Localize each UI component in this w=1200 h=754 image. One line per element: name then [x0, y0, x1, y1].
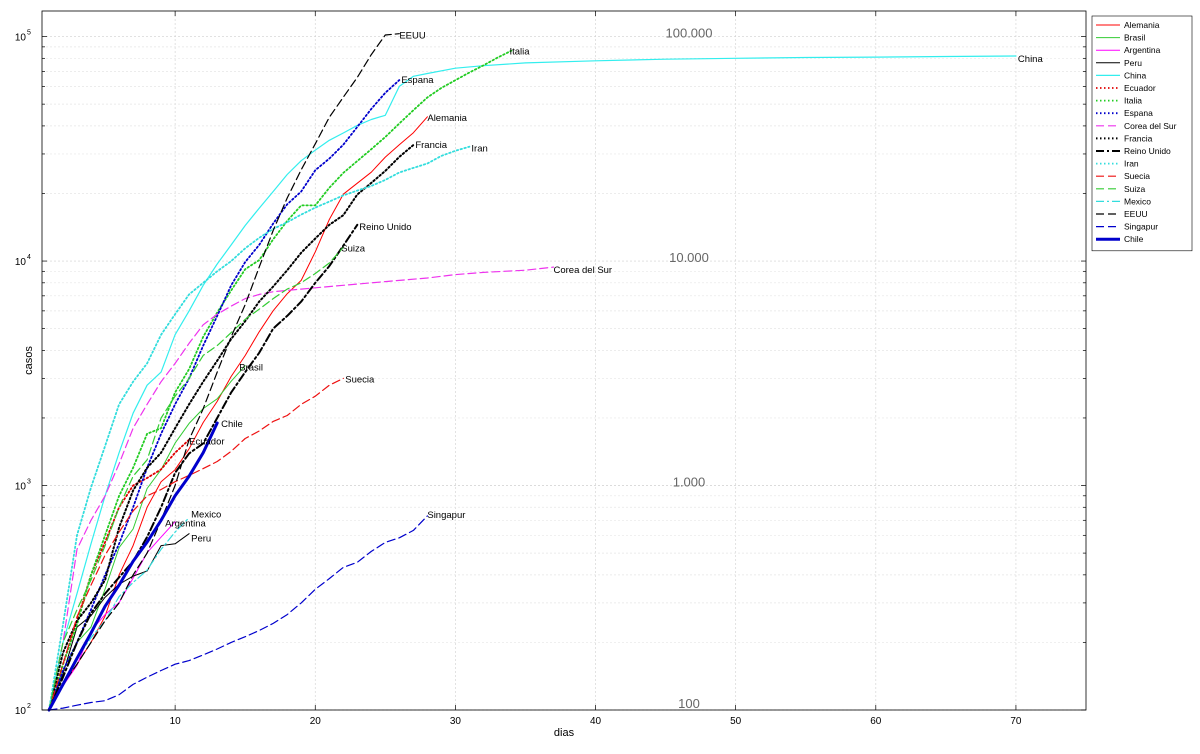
reference-label: 100.000	[666, 26, 713, 41]
legend-entry: China	[1124, 70, 1146, 80]
legend-entry: Brasil	[1124, 33, 1145, 43]
reference-labels: 100.000 10.000 1.000 100	[666, 26, 713, 711]
series-line-eeuu	[48, 33, 400, 711]
series-end-label: Argentina	[165, 519, 206, 530]
series-end-label: Peru	[191, 534, 211, 545]
series-end-label: Ecuador	[189, 437, 224, 448]
x-tick-label: 50	[730, 716, 742, 727]
y-tick-exponent: 5	[27, 30, 31, 37]
grid	[42, 11, 1086, 711]
legend-entry: Reino Unido	[1124, 146, 1171, 156]
series-line-corea-del-sur	[48, 266, 555, 711]
legend: Alemania Brasil Argentina Peru China Ecuador I…	[1091, 15, 1193, 252]
series-line-suecia	[48, 377, 344, 711]
x-tick-label: 70	[1010, 716, 1022, 727]
series-line-iran	[48, 145, 471, 711]
legend-entry: EEUU	[1124, 209, 1148, 219]
legend-entry: Suiza	[1124, 184, 1146, 194]
series-end-label: China	[1018, 54, 1044, 65]
legend-entry: Peru	[1124, 58, 1142, 68]
legend-entry: Mexico	[1124, 196, 1151, 206]
x-tick-label: 40	[590, 716, 602, 727]
x-axis-label: dias	[554, 727, 575, 739]
series-line-brasil	[48, 365, 246, 711]
series-end-label: Chile	[221, 419, 243, 430]
legend-box	[1091, 15, 1193, 252]
series-end-label: Brasil	[239, 363, 263, 374]
series-line-argentina	[48, 521, 176, 711]
x-tick-label: 10	[170, 716, 182, 727]
series-line-mexico	[48, 517, 190, 711]
reference-label: 1.000	[673, 475, 706, 490]
reference-label: 100	[678, 696, 700, 711]
legend-entry: Espana	[1124, 108, 1153, 118]
x-tick-label: 20	[310, 716, 322, 727]
legend-entry: Iran	[1124, 159, 1139, 169]
y-tick-label: 10	[15, 482, 27, 493]
series-lines	[47, 33, 1017, 712]
series-line-chile	[47, 421, 219, 712]
series-end-label: Corea del Sur	[553, 265, 612, 276]
series-line-reino-unido	[48, 223, 359, 711]
y-tick-label: 10	[15, 706, 27, 717]
legend-entry: Chile	[1124, 234, 1144, 244]
series-line-ecuador	[48, 438, 190, 711]
series-end-label: Mexico	[191, 510, 221, 521]
series-end-labels: Alemania Brasil Argentina Peru China Ecuador I…	[165, 31, 1043, 545]
series-end-label: Singapur	[427, 510, 465, 521]
series-line-suiza	[48, 246, 344, 711]
series-end-label: EEUU	[399, 31, 426, 42]
series-line-francia	[48, 144, 415, 711]
legend-entry: Ecuador	[1124, 83, 1156, 93]
series-line-peru	[48, 533, 190, 711]
reference-label: 10.000	[669, 250, 709, 265]
y-tick-exponent: 3	[27, 479, 31, 486]
legend-entry: Argentina	[1124, 45, 1161, 55]
series-line-alemania	[48, 116, 428, 711]
y-axis-label: casos	[23, 346, 35, 375]
series-end-label: Suiza	[341, 243, 365, 254]
series-end-label: Iran	[471, 144, 487, 155]
y-tick-label: 10	[15, 33, 27, 44]
legend-entry: Corea del Sur	[1124, 121, 1177, 131]
x-tick-label: 30	[450, 716, 462, 727]
x-tick-label: 60	[870, 716, 882, 727]
legend-entry: Alemania	[1124, 20, 1160, 30]
series-end-label: Italia	[509, 47, 530, 58]
y-tick-exponent: 4	[27, 254, 31, 261]
series-end-label: Espana	[401, 75, 434, 86]
legend-entry: Francia	[1124, 133, 1153, 143]
series-line-china	[48, 55, 1017, 711]
series-end-label: Francia	[415, 140, 447, 151]
series-end-label: Alemania	[427, 113, 467, 124]
y-tick-label: 10	[15, 257, 27, 268]
series-end-label: Reino Unido	[359, 222, 411, 233]
legend-entry: Italia	[1124, 96, 1142, 106]
y-tick-exponent: 2	[27, 703, 31, 710]
legend-entry: Singapur	[1124, 222, 1158, 232]
legend-entry: Suecia	[1124, 171, 1150, 181]
series-line-singapur	[48, 515, 428, 711]
series-end-label: Suecia	[345, 374, 375, 385]
plot-frame	[41, 10, 1087, 711]
series-line-italia	[48, 49, 513, 711]
